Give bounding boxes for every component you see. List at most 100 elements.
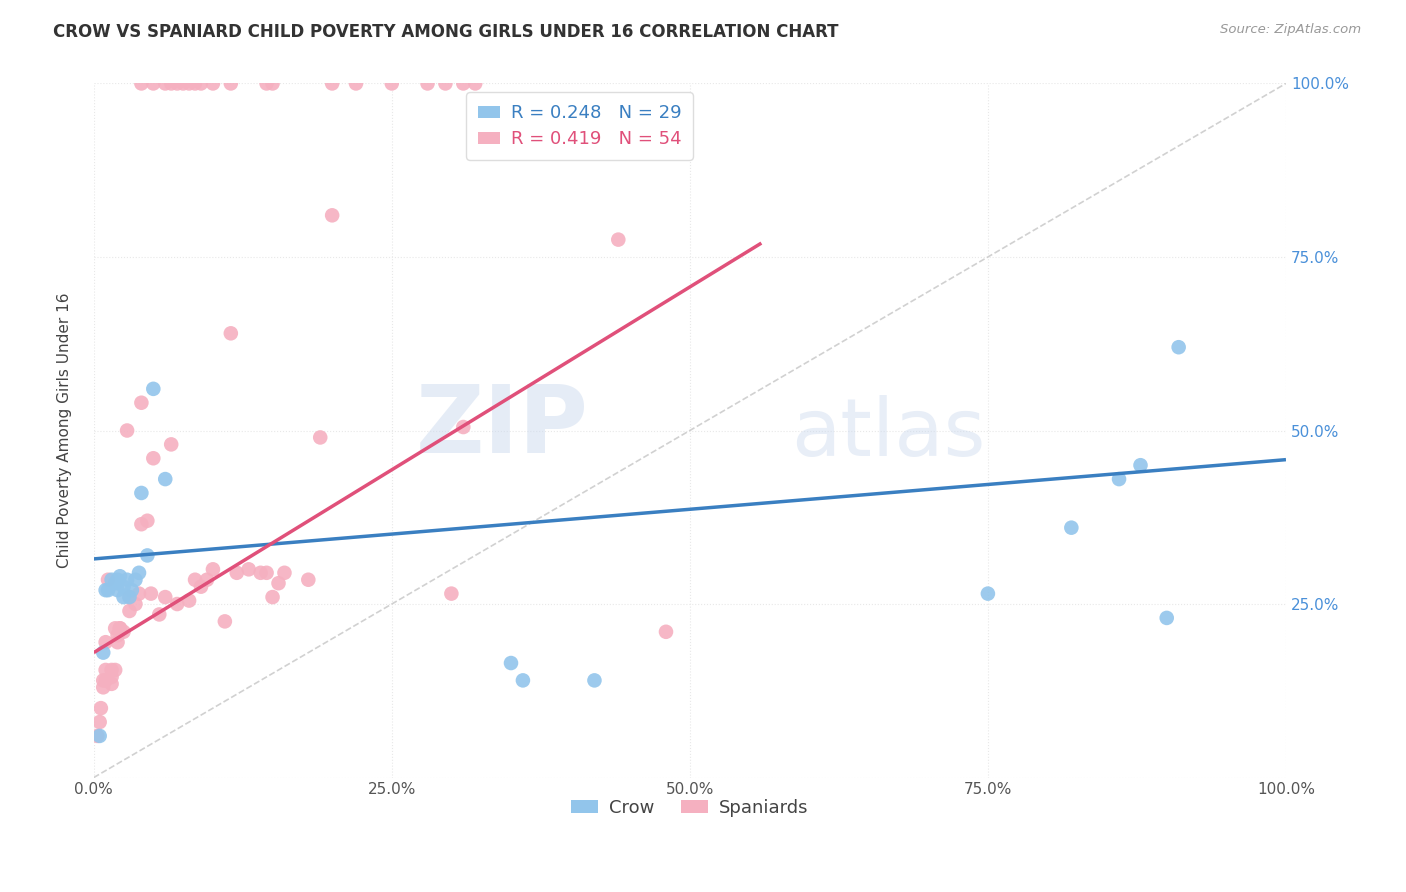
Point [1108,472,1130,486]
Point [1167,340,1189,354]
Point [177,593,200,607]
Point [201,562,224,576]
Point [108,621,131,635]
Point [262,590,284,604]
Point [184,77,207,91]
Point [155,77,177,91]
Point [499,656,522,670]
Point [112,624,135,639]
Point [112,590,135,604]
Point [100,670,122,684]
Point [107,635,129,649]
Point [273,566,295,580]
Point [201,77,224,91]
Point [256,566,278,580]
Point [115,424,138,438]
Point [131,486,153,500]
Text: Source: ZipAtlas.com: Source: ZipAtlas.com [1220,23,1361,37]
Point [97,573,120,587]
Point [160,437,183,451]
Point [128,586,150,600]
Point [90,701,112,715]
Point [195,573,218,587]
Point [166,597,188,611]
Point [136,514,159,528]
Point [464,77,486,91]
Point [1156,611,1178,625]
Point [297,573,319,587]
Point [128,566,150,580]
Point [177,77,200,91]
Point [214,615,236,629]
Point [94,583,117,598]
Point [118,604,141,618]
Point [142,451,165,466]
Point [238,562,260,576]
Point [440,586,463,600]
Point [86,729,108,743]
Y-axis label: Child Poverty Among Girls Under 16: Child Poverty Among Girls Under 16 [58,293,72,568]
Point [100,573,122,587]
Point [118,590,141,604]
Legend: Crow, Spaniards: Crow, Spaniards [564,791,815,824]
Point [160,77,183,91]
Point [249,566,271,580]
Point [190,580,212,594]
Point [131,395,153,409]
Point [655,624,678,639]
Point [142,77,165,91]
Point [219,77,242,91]
Point [91,681,114,695]
Point [256,77,278,91]
Point [1060,521,1083,535]
Point [219,326,242,341]
Text: CROW VS SPANIARD CHILD POVERTY AMONG GIRLS UNDER 16 CORRELATION CHART: CROW VS SPANIARD CHILD POVERTY AMONG GIR… [53,23,839,41]
Point [104,576,127,591]
Point [131,517,153,532]
Point [112,580,135,594]
Point [416,77,439,91]
Point [91,673,114,688]
Point [262,77,284,91]
Point [91,646,114,660]
Point [583,673,606,688]
Point [453,420,475,434]
Point [89,729,111,743]
Text: atlas: atlas [792,395,986,473]
Point [108,621,131,635]
Point [344,77,367,91]
Point [100,677,122,691]
Point [100,663,122,677]
Point [94,673,117,688]
Point [309,430,332,444]
Point [136,549,159,563]
Point [172,77,194,91]
Point [148,607,170,622]
Point [107,583,129,598]
Point [124,597,146,611]
Point [267,576,290,591]
Point [142,382,165,396]
Point [89,714,111,729]
Point [115,573,138,587]
Point [94,663,117,677]
Point [453,77,475,91]
Point [131,77,153,91]
Point [381,77,404,91]
Point [1129,458,1152,473]
Point [139,586,162,600]
Point [118,590,141,604]
Point [512,673,534,688]
Point [155,472,177,486]
Point [107,573,129,587]
Point [225,566,247,580]
Text: ZIP: ZIP [416,381,589,473]
Point [94,635,117,649]
Point [108,569,131,583]
Point [434,77,457,91]
Point [321,77,343,91]
Point [104,621,127,635]
Point [155,590,177,604]
Point [97,583,120,598]
Point [321,208,343,222]
